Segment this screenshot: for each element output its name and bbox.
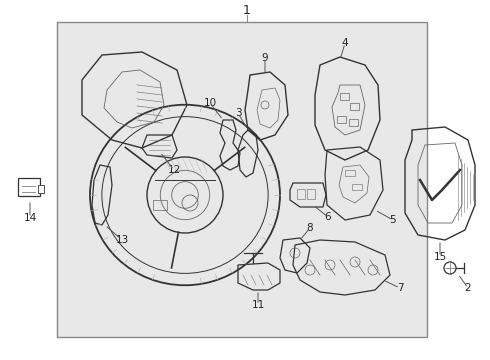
- Text: 3: 3: [235, 108, 241, 118]
- Text: 10: 10: [203, 98, 217, 108]
- Text: 8: 8: [307, 223, 313, 233]
- Text: 12: 12: [168, 165, 181, 175]
- Text: 1: 1: [243, 4, 251, 17]
- Text: 15: 15: [433, 252, 446, 262]
- FancyBboxPatch shape: [57, 22, 427, 337]
- FancyBboxPatch shape: [18, 178, 40, 196]
- Text: 14: 14: [24, 213, 37, 223]
- Text: 7: 7: [397, 283, 403, 293]
- Text: 6: 6: [325, 212, 331, 222]
- Text: 2: 2: [465, 283, 471, 293]
- Text: 4: 4: [342, 38, 348, 48]
- Text: 11: 11: [251, 300, 265, 310]
- Text: 9: 9: [262, 53, 269, 63]
- Text: 5: 5: [390, 215, 396, 225]
- FancyBboxPatch shape: [38, 185, 44, 193]
- Text: 13: 13: [115, 235, 129, 245]
